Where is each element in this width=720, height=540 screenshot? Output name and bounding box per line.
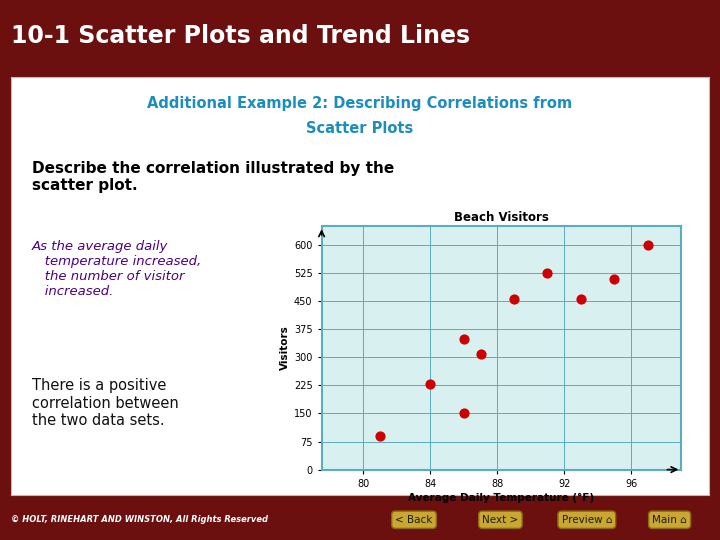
Y-axis label: Visitors: Visitors: [279, 326, 289, 370]
Point: [541, 269, 553, 278]
Title: Beach Visitors: Beach Visitors: [454, 211, 549, 224]
Text: Describe the correlation illustrated by the
scatter plot.: Describe the correlation illustrated by …: [32, 161, 394, 193]
Text: Scatter Plots: Scatter Plots: [307, 121, 413, 136]
Point: [642, 241, 654, 249]
Point: [608, 274, 620, 283]
Point: [425, 379, 436, 388]
Point: [575, 295, 587, 303]
Text: Main ⌂: Main ⌂: [652, 515, 687, 525]
Text: 10-1 Scatter Plots and Trend Lines: 10-1 Scatter Plots and Trend Lines: [11, 24, 470, 49]
Text: There is a positive
correlation between
the two data sets.: There is a positive correlation between …: [32, 378, 179, 428]
X-axis label: Average Daily Temperature (°F): Average Daily Temperature (°F): [408, 493, 595, 503]
Text: Additional Example 2: Describing Correlations from: Additional Example 2: Describing Correla…: [148, 96, 572, 111]
Text: Preview ⌂: Preview ⌂: [562, 515, 612, 525]
Point: [458, 334, 469, 343]
Point: [458, 409, 469, 418]
Text: © HOLT, RINEHART AND WINSTON, All Rights Reserved: © HOLT, RINEHART AND WINSTON, All Rights…: [11, 515, 268, 524]
Text: As the average daily
   temperature increased,
   the number of visitor
   incre: As the average daily temperature increas…: [32, 240, 201, 298]
Text: < Back: < Back: [395, 515, 433, 525]
Point: [474, 349, 486, 358]
Point: [374, 431, 386, 440]
Point: [508, 295, 520, 303]
Text: Next >: Next >: [482, 515, 518, 525]
